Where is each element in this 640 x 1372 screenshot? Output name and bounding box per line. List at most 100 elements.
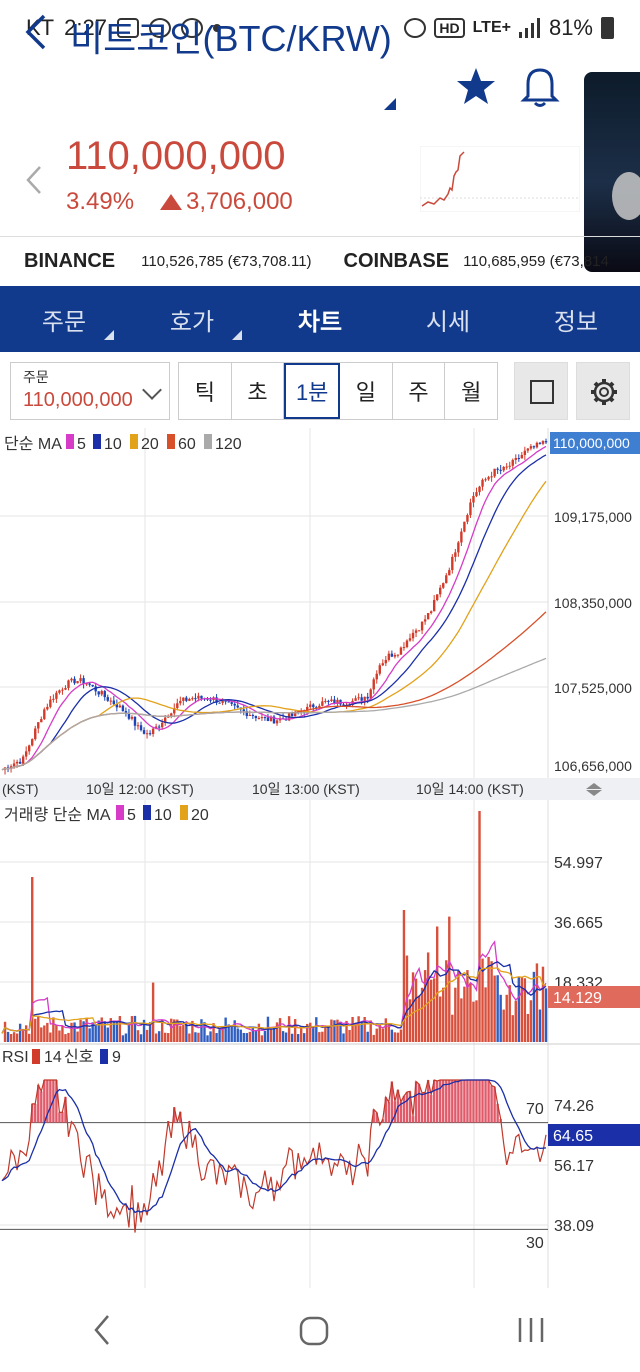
video-overlay[interactable]: [584, 72, 640, 272]
period-day[interactable]: 일: [340, 363, 393, 419]
candle-body: [260, 717, 264, 719]
candle-body: [366, 696, 369, 699]
candle-body: [417, 630, 421, 632]
candle-body: [529, 446, 533, 449]
rsi-period-label: 14: [44, 1049, 62, 1066]
bell-icon[interactable]: [520, 64, 560, 108]
candle-body: [55, 692, 58, 699]
volume-bar: [106, 1027, 109, 1042]
tab-orderbook[interactable]: 호가: [128, 286, 256, 352]
candle-body: [251, 715, 255, 717]
nav-recents-icon[interactable]: [512, 1310, 552, 1350]
volume-bar: [293, 1019, 297, 1042]
volume-bar: [463, 986, 466, 1042]
favorite-star-icon[interactable]: [456, 66, 496, 106]
candle-body: [405, 640, 409, 648]
volume-bar: [224, 1017, 227, 1042]
volume-bar: [209, 1031, 212, 1042]
tab-order[interactable]: 주문: [0, 286, 128, 352]
volume-bar: [28, 1033, 31, 1042]
candle-body: [469, 502, 472, 516]
chart-area[interactable]: 단순 MA 5 10 20 60 120 109,175,000 108,350,000…: [0, 428, 640, 1288]
volume-bar: [436, 926, 439, 1042]
candle-body: [24, 751, 28, 757]
volume-bar: [203, 1022, 206, 1042]
candle-body: [15, 761, 19, 764]
volume-bar: [511, 1015, 514, 1042]
tab-quotes[interactable]: 시세: [384, 286, 512, 352]
volume-bar: [70, 1022, 73, 1042]
candle-body: [37, 722, 40, 729]
volume-bar: [127, 1022, 131, 1042]
candle-body: [321, 701, 324, 706]
ma-swatch: [180, 805, 188, 820]
rsi-last-label: 64.65: [553, 1128, 593, 1145]
volume-bar: [303, 1033, 306, 1042]
candle-body: [493, 468, 496, 477]
coin-selector-indicator[interactable]: [384, 98, 396, 110]
chevron-down-icon: [142, 380, 162, 400]
chart-settings-button[interactable]: [576, 362, 630, 420]
chart-layout-button[interactable]: [514, 362, 568, 420]
volume-bar: [52, 1017, 55, 1042]
period-month[interactable]: 월: [461, 380, 482, 405]
volume-bar: [55, 1024, 58, 1042]
candle-body: [408, 638, 412, 641]
period-week[interactable]: 주: [393, 363, 446, 419]
period-minute[interactable]: 1분: [284, 363, 341, 419]
volume-bar: [148, 1022, 152, 1042]
candle-body: [221, 700, 224, 703]
volume-ma-line-20: [1, 967, 547, 1034]
candle-body: [215, 697, 218, 703]
nav-home-icon[interactable]: [295, 1310, 335, 1350]
volume-bar: [336, 1019, 339, 1042]
candle-body: [52, 698, 55, 700]
resize-panel-icon[interactable]: [586, 783, 602, 796]
volume-bar: [466, 970, 469, 1042]
ma-period: 20: [191, 807, 209, 824]
volume-bar: [118, 1016, 122, 1042]
volume-bar: [3, 1021, 7, 1042]
volume-bar: [402, 910, 406, 1042]
volume-bar: [67, 1032, 70, 1042]
candle-body: [160, 722, 164, 728]
candle-body: [197, 695, 200, 699]
volume-bar: [532, 971, 536, 1042]
volume-bar: [230, 1025, 233, 1042]
volume-bar: [309, 1022, 312, 1042]
candle-body: [445, 575, 448, 584]
tab-info[interactable]: 정보: [512, 286, 640, 352]
period-tick[interactable]: 틱: [179, 363, 232, 419]
candle-body: [127, 713, 131, 719]
candle-body: [511, 459, 514, 466]
volume-bar: [490, 961, 493, 1042]
coin-title[interactable]: 비트코인(BTC/KRW): [70, 18, 392, 59]
candle-body: [28, 745, 31, 752]
signal-icon: [518, 18, 540, 38]
volume-bar: [61, 1025, 64, 1042]
price-panel: [1, 438, 548, 775]
nav-back-icon[interactable]: [88, 1310, 118, 1350]
volume-bar: [139, 1034, 143, 1042]
candle-body: [179, 700, 182, 704]
ma-line-5: [1, 445, 547, 771]
period-second[interactable]: 초: [232, 363, 285, 419]
order-price-dropdown[interactable]: 주문 110,000,000: [10, 362, 170, 420]
volume-bar: [432, 978, 436, 1042]
candle-body: [318, 705, 321, 708]
candle-body: [115, 704, 119, 708]
candle-body: [490, 476, 493, 478]
back-arrow-icon[interactable]: [22, 10, 52, 54]
submenu-indicator: [104, 330, 114, 340]
candle-body: [209, 699, 212, 701]
volume-bar: [381, 1028, 384, 1042]
volume-bar: [375, 1028, 378, 1042]
prev-coin-arrow-icon[interactable]: [24, 164, 44, 196]
volume-bar: [372, 1034, 375, 1042]
time-axis: [0, 778, 640, 800]
volume-bar: [499, 994, 502, 1042]
trading-chart[interactable]: 단순 MA 5 10 20 60 120 109,175,000 108,350,000…: [0, 428, 640, 1288]
period-selector: 틱 초 1분 일 주 월: [178, 362, 498, 420]
tab-chart[interactable]: 차트: [256, 286, 384, 352]
candle-body: [402, 647, 406, 649]
